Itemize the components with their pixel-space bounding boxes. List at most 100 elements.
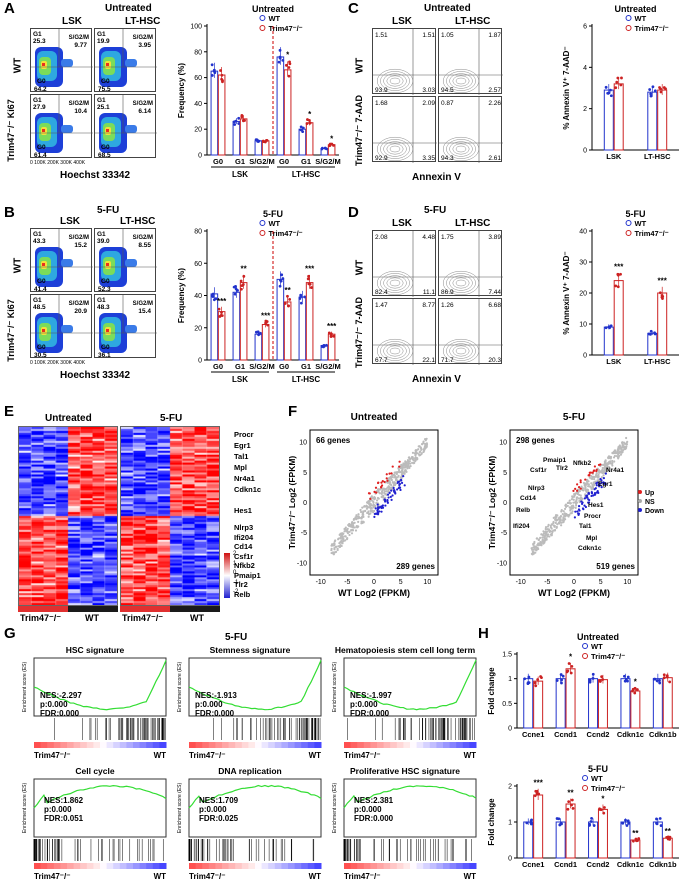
point-up (385, 473, 388, 476)
point-ns (587, 483, 591, 486)
x-tick-label: LT-HSC (644, 152, 671, 161)
point-up (579, 487, 582, 490)
point-ns (570, 506, 573, 509)
point-ns (401, 473, 404, 476)
point-ns (408, 460, 411, 463)
bar-chart-c: Untreated % Annexin V⁺ 7-AAD⁻ 0 2 4 6 WTTrim47… (562, 4, 679, 161)
contour-ring (455, 77, 467, 85)
point-ns (550, 533, 553, 537)
point-down (376, 503, 379, 506)
panel-c-xaxis: Annexin V (412, 172, 461, 183)
rank-gradient (40, 863, 48, 869)
rank-gradient (86, 742, 94, 748)
data-point (523, 677, 527, 681)
heatmap-untreated (18, 426, 118, 606)
point-ns (554, 517, 557, 520)
contour-ring (452, 277, 470, 289)
bar-wt (620, 821, 631, 859)
bar-ko (565, 803, 576, 859)
rank-gradient (100, 863, 108, 869)
legend-label-ko: Trim47⁻/⁻ (591, 652, 625, 661)
gsea-frame (343, 657, 477, 717)
quadrant-value: 1.05 (441, 32, 454, 39)
point-ns (352, 517, 356, 521)
contour-d-wt-lt: 1.75 3.89 86.9 7.44 (438, 230, 503, 297)
gene-label: Nfkb2 (234, 561, 255, 570)
point-ns (554, 521, 557, 524)
point-ns (540, 541, 543, 545)
point-up (593, 465, 596, 468)
data-point (332, 144, 335, 147)
point-ns (552, 516, 555, 519)
legend-marker-wt (582, 643, 589, 649)
fdr-value: FDR:0.000 (350, 709, 390, 718)
point-up (591, 471, 594, 474)
point-ns (540, 533, 543, 536)
bar-wt (232, 120, 241, 156)
point-ns (355, 517, 358, 520)
point-down (586, 494, 589, 497)
point-ns (602, 474, 605, 477)
data-point (527, 675, 531, 679)
gate-value: 30.5 (34, 352, 47, 359)
rank-gradient (195, 742, 203, 748)
point-ns (530, 547, 533, 550)
quadrant-value: 1.87 (488, 32, 501, 39)
gate-value: 39.0 (97, 238, 110, 245)
contour-ring (452, 75, 470, 87)
point-ns (423, 437, 427, 441)
contour-ring (452, 143, 470, 155)
density-blob (42, 329, 45, 332)
panel-c-row-wt: WT (354, 57, 366, 74)
nes-value: NES:2.381 (354, 796, 394, 805)
point-ns (351, 529, 355, 532)
point-ns (594, 480, 597, 483)
rank-gradient (34, 742, 42, 748)
rank-gradient (423, 863, 431, 869)
gsea-frame (343, 778, 477, 838)
gsea-plot: Hematopoiesis stem cell long term Enrichm… (332, 645, 477, 760)
point-ns (571, 510, 574, 513)
point-ns (560, 524, 563, 527)
gate-value: 20.9 (74, 308, 87, 315)
label-wt: WT (154, 751, 167, 760)
point-ns (337, 538, 340, 541)
y-tick-label: 20 (579, 291, 587, 298)
point-down (376, 511, 379, 514)
bar-ko (283, 301, 292, 361)
data-point (589, 820, 593, 823)
x-tick-label: S/G2/M (315, 362, 340, 371)
data-point (615, 80, 619, 84)
significance-marker: *** (261, 311, 271, 320)
rank-gradient (215, 742, 223, 748)
point-down (593, 492, 597, 495)
panel-d-title: 5-FU (424, 205, 447, 216)
contour-d-wt-lsk: 2.08 4.48 82.4 11.1 (372, 230, 437, 297)
point-ns (556, 514, 559, 517)
data-point (557, 817, 561, 821)
x-tick-label: -10 (516, 579, 526, 586)
density-blob (106, 63, 109, 66)
contour-ring (383, 73, 407, 89)
point-ns (420, 452, 423, 456)
point-up (374, 486, 378, 489)
point-ns (573, 494, 576, 498)
point-down (389, 495, 392, 498)
data-point (534, 684, 538, 688)
data-point (278, 284, 282, 288)
point-ns (539, 543, 542, 547)
rank-gradient (146, 863, 154, 869)
y-tick-label: 40 (194, 101, 202, 108)
point-ns (606, 466, 610, 470)
quadrant-value: 11.1 (423, 289, 436, 296)
data-point (655, 817, 658, 821)
data-point (604, 85, 608, 89)
rank-gradient (139, 863, 147, 869)
rank-gradient (281, 742, 289, 748)
point-ns (385, 487, 388, 490)
point-ns (568, 513, 571, 517)
point-down (590, 492, 594, 495)
contour-d-ko-lsk: 1.47 8.77 67.7 22.1 (372, 298, 437, 365)
x-tick-label: Cdkn1c (617, 860, 644, 869)
